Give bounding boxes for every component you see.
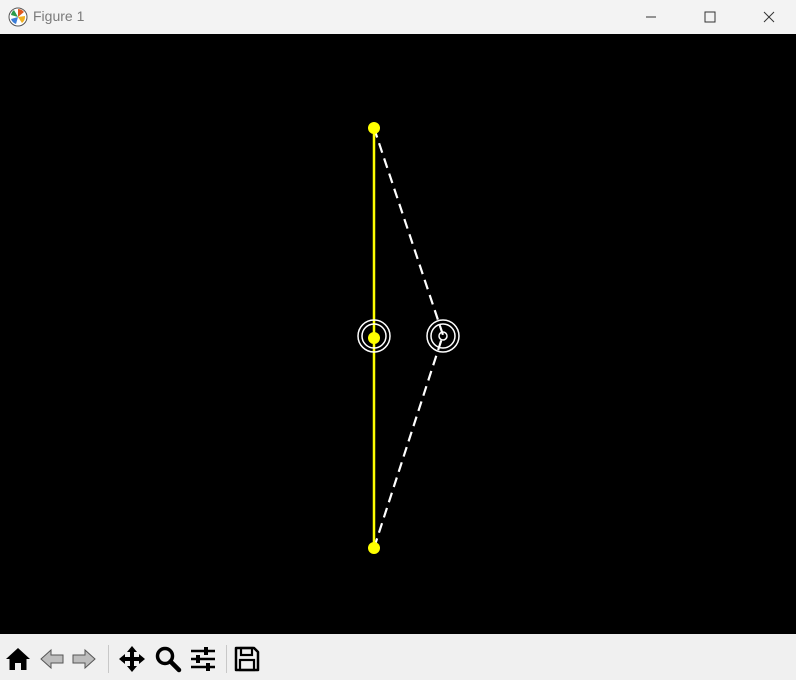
minimize-icon: [646, 16, 656, 18]
plot-svg: [0, 34, 796, 634]
home-button[interactable]: [3, 644, 33, 674]
toolbar-separator: [226, 645, 227, 673]
bottom-point: [368, 542, 380, 554]
maximize-button[interactable]: [681, 0, 739, 34]
title-bar: Figure 1: [0, 0, 796, 34]
right-ring-marker: [426, 319, 460, 353]
home-icon: [6, 648, 30, 670]
middle-point: [368, 332, 380, 344]
forward-arrow-icon: [72, 648, 96, 670]
pan-button[interactable]: [117, 644, 147, 674]
save-button[interactable]: [232, 644, 262, 674]
dashed-line: [372, 127, 445, 549]
configure-subplots-button[interactable]: [188, 644, 218, 674]
left-inner-ring: [361, 323, 387, 349]
zoom-button[interactable]: [153, 644, 183, 674]
plot-background: [0, 34, 796, 634]
close-button[interactable]: [740, 0, 796, 34]
toolbar-separator: [108, 645, 109, 673]
window-title: Figure 1: [33, 8, 85, 24]
pan-move-icon: [119, 646, 145, 672]
minimize-button[interactable]: [622, 0, 680, 34]
maximize-icon: [704, 11, 716, 23]
close-icon: [763, 11, 775, 23]
save-floppy-icon: [234, 646, 260, 672]
navigation-toolbar: [0, 634, 796, 680]
left-ring-marker: [357, 319, 391, 353]
matplotlib-figure-icon: [8, 7, 28, 27]
back-button[interactable]: [37, 644, 67, 674]
left-outer-ring: [357, 319, 391, 353]
right-inner-ring: [430, 323, 456, 349]
right-center-dot: [438, 331, 448, 341]
right-outer-ring: [426, 319, 460, 353]
sliders-icon: [191, 647, 215, 671]
zoom-magnifier-icon: [155, 646, 182, 673]
figure-canvas[interactable]: [0, 34, 796, 634]
top-point: [368, 122, 380, 134]
back-arrow-icon: [40, 648, 64, 670]
forward-button[interactable]: [69, 644, 99, 674]
